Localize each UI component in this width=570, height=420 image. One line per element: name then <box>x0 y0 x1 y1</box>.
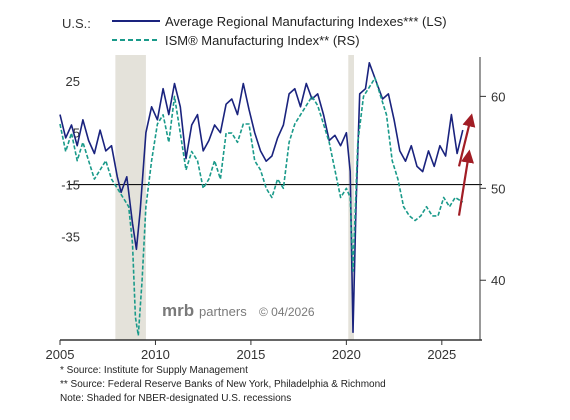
y-left-tick-label--15: -15 <box>61 178 80 193</box>
footnote-fed-source: ** Source: Federal Reserve Banks of New … <box>60 379 386 390</box>
series-line-regional-indexes <box>59 61 464 334</box>
legend: Average Regional Manufacturing Indexes**… <box>112 14 447 48</box>
trend-arrow-1 <box>457 149 475 216</box>
legend-label-1: ISM® Manufacturing Index** (RS) <box>165 33 360 48</box>
trend-arrow-0 <box>457 113 476 167</box>
x-tick-label-2015: 2015 <box>236 347 265 360</box>
watermark-date: © 04/2026 <box>259 305 315 319</box>
chart: 2005 2010 2015 2020 2025 25 5 -15 -35 60 50 40 Aver… <box>46 14 506 360</box>
trend-arrows <box>457 113 476 216</box>
y-right-tick-label-60: 60 <box>491 89 505 104</box>
watermark-brand-mrb: mrb <box>162 301 194 320</box>
y-right-tick-label-40: 40 <box>491 273 505 288</box>
footnote-recession-note: Note: Shaded for NBER-designated U.S. re… <box>60 393 292 404</box>
y-left-tick-label-25: 25 <box>66 74 80 89</box>
x-tick-label-2010: 2010 <box>141 347 170 360</box>
x-tick-label-2020: 2020 <box>332 347 361 360</box>
y-left-tick-label-5: 5 <box>73 126 80 141</box>
series-line-ism-index <box>59 77 464 337</box>
series-lines <box>59 61 464 337</box>
y-right-tick-label-50: 50 <box>491 181 505 196</box>
footnotes: * Source: Institute for Supply Managemen… <box>60 364 386 406</box>
region-label: U.S.: <box>62 16 91 31</box>
watermark: mrb partners © 04/2026 <box>162 301 315 320</box>
watermark-brand-partners: partners <box>199 304 247 319</box>
legend-label-0: Average Regional Manufacturing Indexes**… <box>165 14 447 29</box>
x-tick-label-2025: 2025 <box>427 347 456 360</box>
footnote-ism-source: * Source: Institute for Supply Managemen… <box>60 365 248 376</box>
axes: 2005 2010 2015 2020 2025 25 5 -15 -35 60 50 40 <box>46 57 505 360</box>
x-tick-label-2005: 2005 <box>46 347 75 360</box>
y-left-tick-label--35: -35 <box>61 229 80 244</box>
